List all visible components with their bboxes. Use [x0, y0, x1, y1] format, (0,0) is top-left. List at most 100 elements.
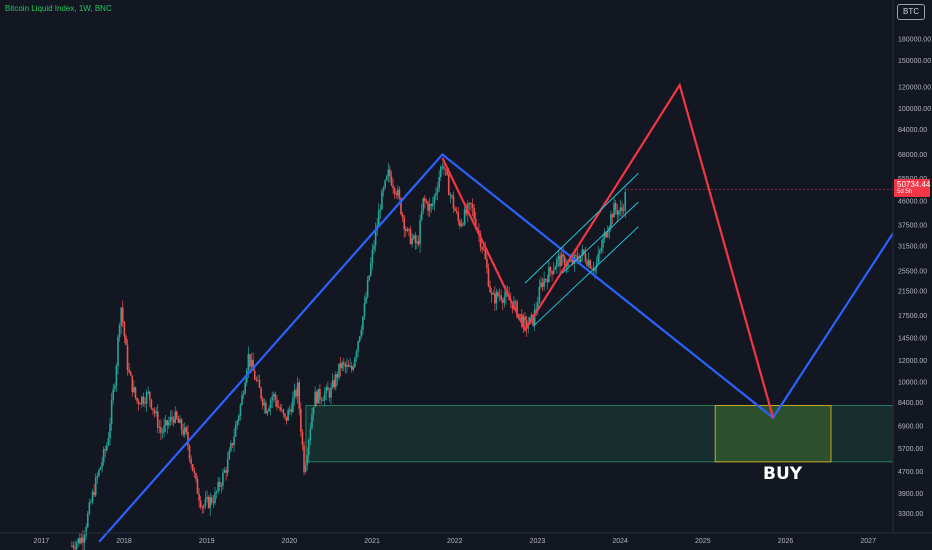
- candle-body: [139, 403, 142, 405]
- candle-body: [406, 228, 409, 232]
- candle-body: [624, 191, 627, 211]
- candle-body: [150, 399, 153, 409]
- candle-body: [409, 229, 412, 244]
- candle-body: [541, 282, 544, 287]
- y-tick-label: 68000.00: [898, 152, 927, 159]
- candle-body: [474, 218, 477, 229]
- candle-body: [463, 209, 466, 225]
- candle-body: [242, 393, 245, 396]
- candle-body: [71, 545, 73, 547]
- candle-body: [168, 421, 170, 426]
- x-tick-label: 2017: [34, 538, 50, 545]
- candle-body: [141, 396, 143, 405]
- candle-body: [602, 238, 604, 248]
- candle-body: [482, 249, 485, 251]
- candle-body: [591, 268, 593, 269]
- candle-body: [231, 443, 234, 446]
- candle-body: [439, 166, 442, 178]
- candle-body: [77, 538, 80, 544]
- y-tick-label: 4700.00: [898, 469, 923, 476]
- candle-body: [144, 403, 146, 404]
- candle-body: [320, 399, 323, 401]
- x-tick-label: 2021: [364, 538, 380, 545]
- last-price-value: 50734.44: [897, 180, 931, 189]
- line-layer: [98, 82, 894, 543]
- candle-body: [536, 303, 539, 309]
- candle-body: [468, 203, 471, 205]
- candle-body: [432, 203, 434, 206]
- candle-body: [225, 470, 227, 473]
- candle-body: [300, 408, 302, 432]
- candle-body: [182, 429, 184, 435]
- candle-body: [346, 364, 348, 367]
- candle-body: [333, 380, 336, 388]
- candle-body: [82, 537, 84, 543]
- candle-body: [373, 245, 375, 250]
- candle-body: [220, 485, 223, 487]
- candle-body: [397, 189, 399, 196]
- candle-body: [616, 209, 619, 215]
- candle-body: [328, 390, 331, 398]
- candle-body: [552, 269, 555, 275]
- candle-body: [288, 409, 291, 411]
- candle-body: [395, 193, 398, 196]
- candle-body: [223, 470, 226, 473]
- candle-body: [180, 419, 183, 430]
- candle-body: [325, 387, 328, 393]
- candle-body: [265, 402, 267, 414]
- candle-body: [530, 314, 533, 318]
- candle-body: [554, 266, 557, 270]
- candle-body: [214, 492, 216, 503]
- candle-body: [126, 344, 129, 370]
- candle-body: [557, 255, 560, 260]
- candle-body: [314, 391, 316, 408]
- candle-body: [128, 369, 130, 372]
- candle-body: [129, 371, 132, 376]
- candle-body: [451, 194, 453, 197]
- candle-body: [212, 502, 215, 504]
- candle-body: [274, 394, 277, 401]
- candle-body: [102, 449, 105, 463]
- candle-body: [110, 400, 113, 424]
- candle-body: [583, 249, 585, 254]
- x-tick-label: 2019: [199, 538, 215, 545]
- candle-body: [280, 409, 283, 411]
- candle-body: [522, 316, 525, 327]
- candle-body: [549, 267, 552, 272]
- candle-body: [503, 297, 506, 303]
- candle-body: [179, 419, 181, 423]
- candle-body: [330, 387, 332, 398]
- candle-body: [112, 389, 115, 401]
- candle-body: [191, 464, 194, 471]
- candle-body: [611, 214, 614, 218]
- candle-body: [470, 203, 472, 205]
- candle-body: [560, 254, 563, 267]
- channel-line: [532, 226, 639, 327]
- candle-body: [392, 185, 394, 189]
- y-tick-label: 84000.00: [898, 127, 927, 134]
- candle-body: [276, 400, 278, 407]
- candle-body: [484, 249, 487, 259]
- candle-body: [74, 547, 76, 550]
- candle-body: [543, 278, 545, 287]
- candle-body: [255, 379, 258, 381]
- candle-body: [494, 293, 496, 304]
- x-tick-label: 2023: [530, 538, 546, 545]
- candle-body: [452, 196, 455, 209]
- candle-body: [344, 364, 347, 367]
- candle-body: [279, 407, 281, 411]
- candle-body: [75, 543, 78, 550]
- candle-body: [581, 249, 584, 256]
- candle-body: [589, 260, 592, 269]
- candle-body: [222, 472, 224, 486]
- currency-badge[interactable]: BTC: [897, 4, 925, 20]
- candle-body: [312, 407, 315, 415]
- y-tick-label: 31500.00: [898, 243, 927, 250]
- candle-body: [501, 299, 504, 303]
- y-tick-label: 14500.00: [898, 335, 927, 342]
- candle-body: [459, 220, 461, 227]
- candle-body: [533, 309, 536, 326]
- candle-body: [354, 357, 356, 367]
- candle-body: [598, 250, 601, 254]
